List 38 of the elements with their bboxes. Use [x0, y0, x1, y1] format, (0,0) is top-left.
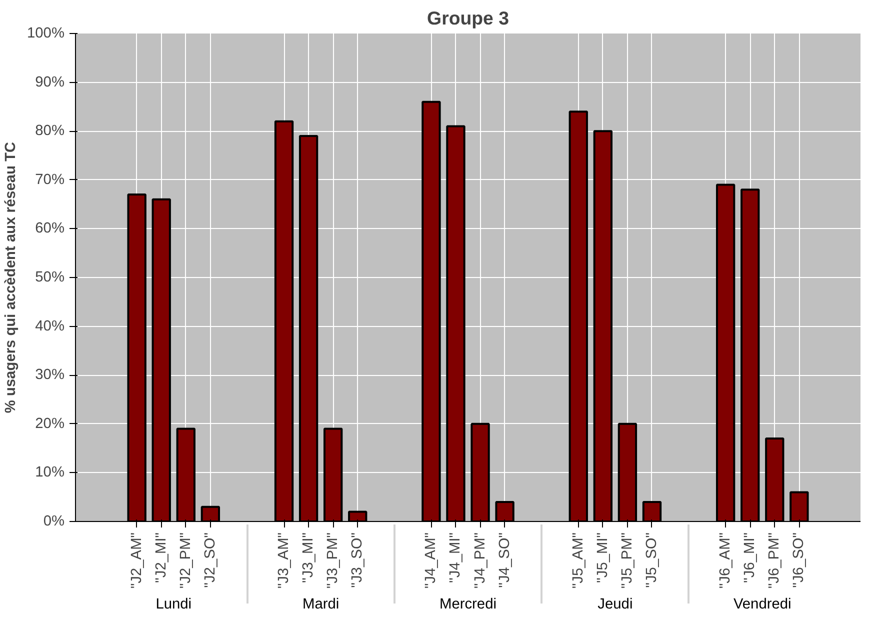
y-tick-label: 100% [27, 26, 65, 42]
y-tick-label: 90% [35, 74, 65, 90]
x-tick-label: "J2_SO" [202, 532, 218, 588]
y-tick-label: 50% [35, 270, 65, 286]
x-tick-label: "J5_AM" [570, 532, 586, 589]
x-tick-label: "J5_SO" [644, 532, 660, 588]
chart-title: Groupe 3 [427, 8, 509, 28]
x-tick-label: "J4_PM" [472, 532, 488, 589]
x-tick-label: "J2_AM" [128, 532, 145, 589]
text: Jeudi [598, 596, 633, 613]
y-tick-label: 40% [35, 318, 65, 334]
x-tick-label: "J4_AM" [423, 532, 440, 589]
x-tick-label: "J6_PM" [766, 532, 783, 589]
x-tick-label: "J3_MI" [300, 532, 317, 583]
y-axis-title: % usagers qui accèdent aux réseau TC [3, 141, 20, 414]
x-tick-label: "J5_PM" [619, 532, 636, 589]
y-tick-label: 80% [35, 123, 65, 140]
x-tick-label: "J6_AM" [718, 532, 734, 589]
text: Mardi [302, 596, 340, 613]
x-tick-label: "J4_MI" [448, 532, 464, 583]
x-tick-label: "J5_MI" [594, 532, 611, 583]
text: Mercredi [439, 596, 497, 613]
x-tick-label: "J3_PM" [325, 532, 342, 589]
y-tick-label: 10% [35, 464, 65, 481]
x-tick-label: "J6_MI" [742, 532, 758, 583]
y-tick-label: 70% [35, 172, 65, 188]
text: Lundi [156, 596, 192, 613]
x-tick-label: "J3_AM" [276, 532, 292, 589]
y-tick-label: 30% [35, 367, 65, 384]
x-tick-label: "J6_SO" [791, 532, 808, 588]
y-tick-label: 20% [35, 416, 65, 432]
y-tick-label: 60% [35, 220, 65, 237]
x-tick-label: "J2_PM" [178, 532, 194, 589]
x-tick-label: "J4_SO" [496, 532, 513, 588]
x-tick-label: "J3_SO" [350, 532, 366, 588]
y-tick-label: 0% [43, 514, 65, 530]
text: Vendredi [733, 596, 792, 613]
x-tick-label: "J2_MI" [153, 532, 170, 583]
